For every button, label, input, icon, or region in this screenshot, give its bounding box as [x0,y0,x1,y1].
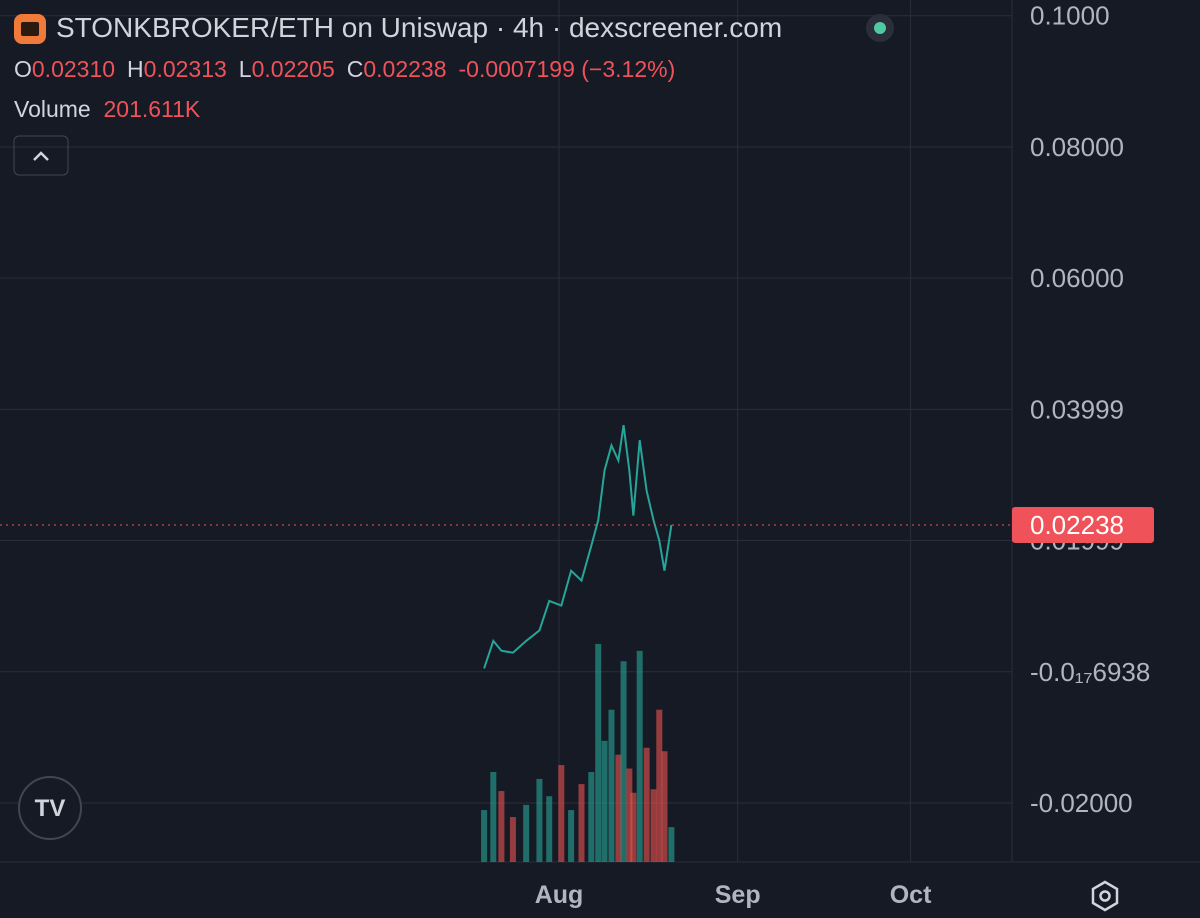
volume-bar [601,740,608,862]
volume-bar [546,796,553,862]
x-tick-label: Oct [890,881,932,909]
ohlc-value: 0.02238 [363,56,447,82]
volume-bar [595,643,602,862]
y-tick-label: -0.0₁₇6938 [1030,657,1150,687]
y-tick-label: 0.03999 [1030,394,1124,424]
ohlc-key: L [238,56,252,82]
volume-bar [498,791,505,862]
token-icon-inner [21,22,39,36]
volume-row: Volume 201.611K [14,96,200,123]
volume-bar [630,792,637,862]
ohlc-value: 0.02205 [251,56,335,82]
x-tick-label: Sep [715,881,761,909]
volume-bar [481,810,488,862]
volume-bar [668,827,675,862]
settings-icon[interactable] [1091,880,1119,912]
volume-bar [626,768,633,862]
x-tick-label: Aug [535,881,584,909]
settings-icon-center [1099,890,1111,902]
last-price-tag [1012,506,1154,543]
y-tick-label: 0.08000 [1030,132,1124,162]
collapse-arrow [33,151,49,161]
change: -0.0007199 (−3.12%) [458,56,676,82]
y-tick-label: -0.02000 [1030,788,1133,818]
volume-value: 201.611K [103,96,201,122]
ohlc-row: O0.02310 H0.02313 L0.02205 C0.02238 -0.00071… [14,56,675,83]
volume-bar [661,751,668,862]
volume-bar [558,765,565,862]
y-tick-label: 0.1000 [1030,1,1110,31]
ohlc-value: 0.02313 [143,56,227,82]
ohlc-key: C [346,56,364,82]
volume-bar [536,778,543,862]
ohlc-key: O [14,56,32,82]
title: STONKBROKER/ETH on Uniswap · 4h · dexscr… [56,12,783,43]
volume-bar [650,789,657,862]
price-line [483,424,673,669]
volume-bar [643,747,650,862]
volume-bar [568,810,575,862]
ohlc-value: 0.02310 [31,56,116,82]
last-price-label: 0.02238 [1030,510,1124,540]
volume-bar [615,754,622,862]
y-tick-label: 0.06000 [1030,263,1124,293]
volume-bar [608,709,615,862]
collapse-button[interactable] [13,135,69,176]
volume-bar [523,804,530,862]
volume-bar [490,772,497,862]
volume-label: Volume [14,96,91,122]
volume-bar [578,784,585,862]
ohlc-key: H [127,56,144,82]
status-dot [874,22,886,34]
tv-logo-text: TV [35,795,66,822]
volume-bar [636,650,643,862]
volume-bar [588,772,595,862]
volume-bar [620,661,627,862]
tv-logo[interactable] [18,776,82,840]
volume-bar [656,709,663,862]
volume-bar [509,817,516,862]
